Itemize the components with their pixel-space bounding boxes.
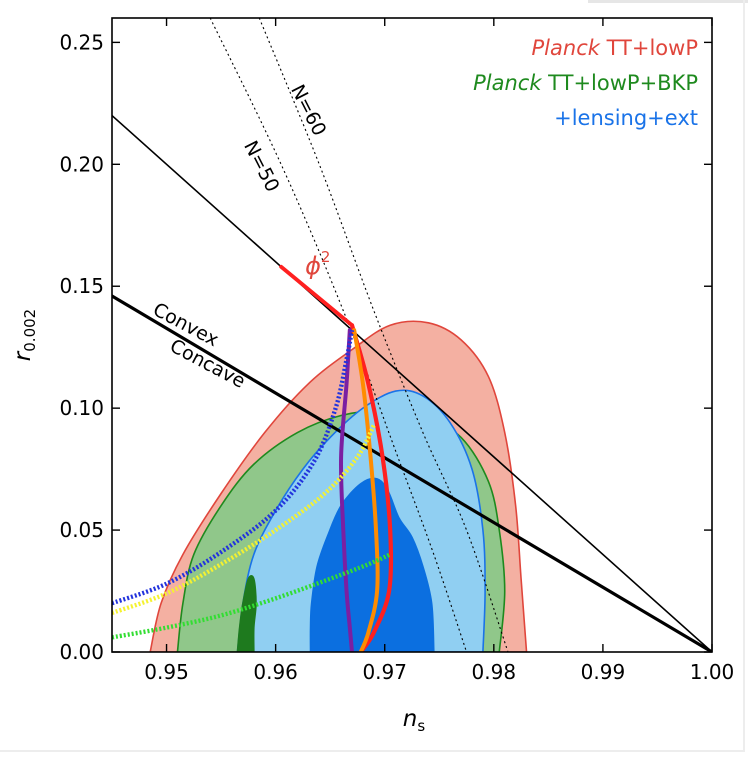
curve-convex-concave-boundary bbox=[112, 294, 712, 652]
x-tick-label: 0.99 bbox=[581, 660, 626, 684]
y-tick-label: 0.25 bbox=[59, 30, 104, 54]
curve-green-dotted-model bbox=[112, 552, 392, 640]
curve-n-60 bbox=[258, 18, 509, 652]
top-edge-bar bbox=[588, 0, 748, 3]
legend-entry-text: TT+lowP bbox=[600, 36, 698, 60]
y-axis-label: r0.002 bbox=[10, 309, 39, 361]
curve-orange-model bbox=[352, 328, 380, 652]
curve-phi-2-extension bbox=[112, 114, 712, 652]
y-tick-label: 0.20 bbox=[59, 152, 104, 176]
annotation-n-50: N=50 bbox=[239, 137, 283, 195]
curve-blue-dotted-model bbox=[112, 329, 355, 606]
legend-entry-text: TT+lowP+BKP bbox=[541, 71, 698, 95]
y-tick-label: 0.00 bbox=[59, 640, 104, 664]
phi-label-sup: 2 bbox=[321, 248, 331, 266]
legend-entry-2: Planck TT+lowP+BKP bbox=[473, 71, 698, 95]
axis-ticks: 0.95 0.96 0.97 0.98 0.99 1.00 0.00 0.05 0.10 0.15… bbox=[59, 18, 734, 684]
legend-entry-text: +lensing+ext bbox=[554, 106, 698, 130]
curve-phi-2-segment bbox=[279, 264, 354, 328]
x-axis-label: ns bbox=[403, 706, 426, 735]
phi-label-main: ϕ bbox=[305, 252, 321, 280]
y-axis-label-sub: 0.002 bbox=[21, 309, 39, 352]
legend-entry-italic: Planck bbox=[532, 36, 601, 60]
y-tick-label: 0.15 bbox=[59, 274, 104, 298]
y-tick-label: 0.05 bbox=[59, 518, 104, 542]
x-tick-label: 1.00 bbox=[690, 660, 735, 684]
curve-red-model bbox=[349, 323, 394, 652]
legend-entry-1: Planck TT+lowP bbox=[532, 36, 698, 60]
x-axis-label-sub: s bbox=[417, 717, 425, 735]
x-tick-label: 0.97 bbox=[362, 660, 407, 684]
legend-entry-italic: Planck bbox=[473, 71, 542, 95]
x-tick-label: 0.96 bbox=[253, 660, 298, 684]
y-tick-label: 0.10 bbox=[59, 396, 104, 420]
plot-frame bbox=[111, 17, 713, 653]
curve-purple-model bbox=[338, 328, 354, 652]
x-tick-label: 0.98 bbox=[472, 660, 517, 684]
contour-planck-tt-lowp-bkp-68 bbox=[236, 575, 257, 652]
legend-entry-3: +lensing+ext bbox=[554, 106, 698, 130]
model-curves bbox=[112, 18, 712, 652]
y-axis-label-main: r bbox=[10, 350, 36, 361]
phi-squared-label: ϕ2 bbox=[305, 248, 330, 280]
x-tick-label: 0.95 bbox=[144, 660, 189, 684]
annotation-n-60: N=60 bbox=[286, 81, 330, 139]
x-axis-label-main: n bbox=[403, 706, 418, 732]
curve-yellow-dotted-model bbox=[112, 424, 376, 616]
